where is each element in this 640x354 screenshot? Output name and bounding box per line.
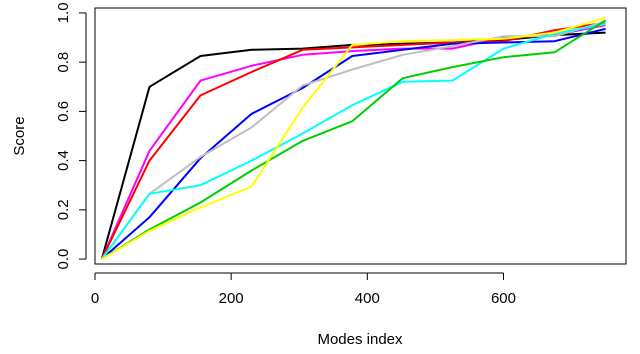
x-tick-label: 200 (219, 290, 244, 307)
series-line-7 (101, 19, 607, 260)
y-tick-label: 1.0 (55, 2, 72, 23)
y-tick-label: 0.2 (55, 199, 72, 220)
series-line-1 (100, 31, 606, 260)
x-axis-label: Modes index (317, 331, 403, 348)
x-axis: 0 200 400 600 (91, 272, 516, 307)
series-line-4 (101, 27, 606, 260)
series-lines (100, 16, 607, 260)
series-line-3 (100, 21, 606, 260)
y-tick-label: 0.6 (55, 101, 72, 122)
y-axis-label: Score (11, 116, 28, 155)
y-tick-label: 0.8 (55, 52, 72, 73)
x-tick-label: 400 (355, 290, 380, 307)
y-tick-label: 0.0 (55, 249, 72, 270)
series-line-6 (100, 23, 606, 260)
series-line-5 (100, 20, 606, 260)
x-tick-label: 600 (491, 290, 516, 307)
series-line-8 (101, 16, 606, 260)
y-axis: 0.0 0.2 0.4 0.6 0.8 1.0 (55, 2, 87, 270)
x-tick-label: 0 (91, 290, 99, 307)
series-line-2 (100, 24, 606, 260)
plot-frame (94, 7, 627, 265)
y-tick-label: 0.4 (55, 150, 72, 171)
